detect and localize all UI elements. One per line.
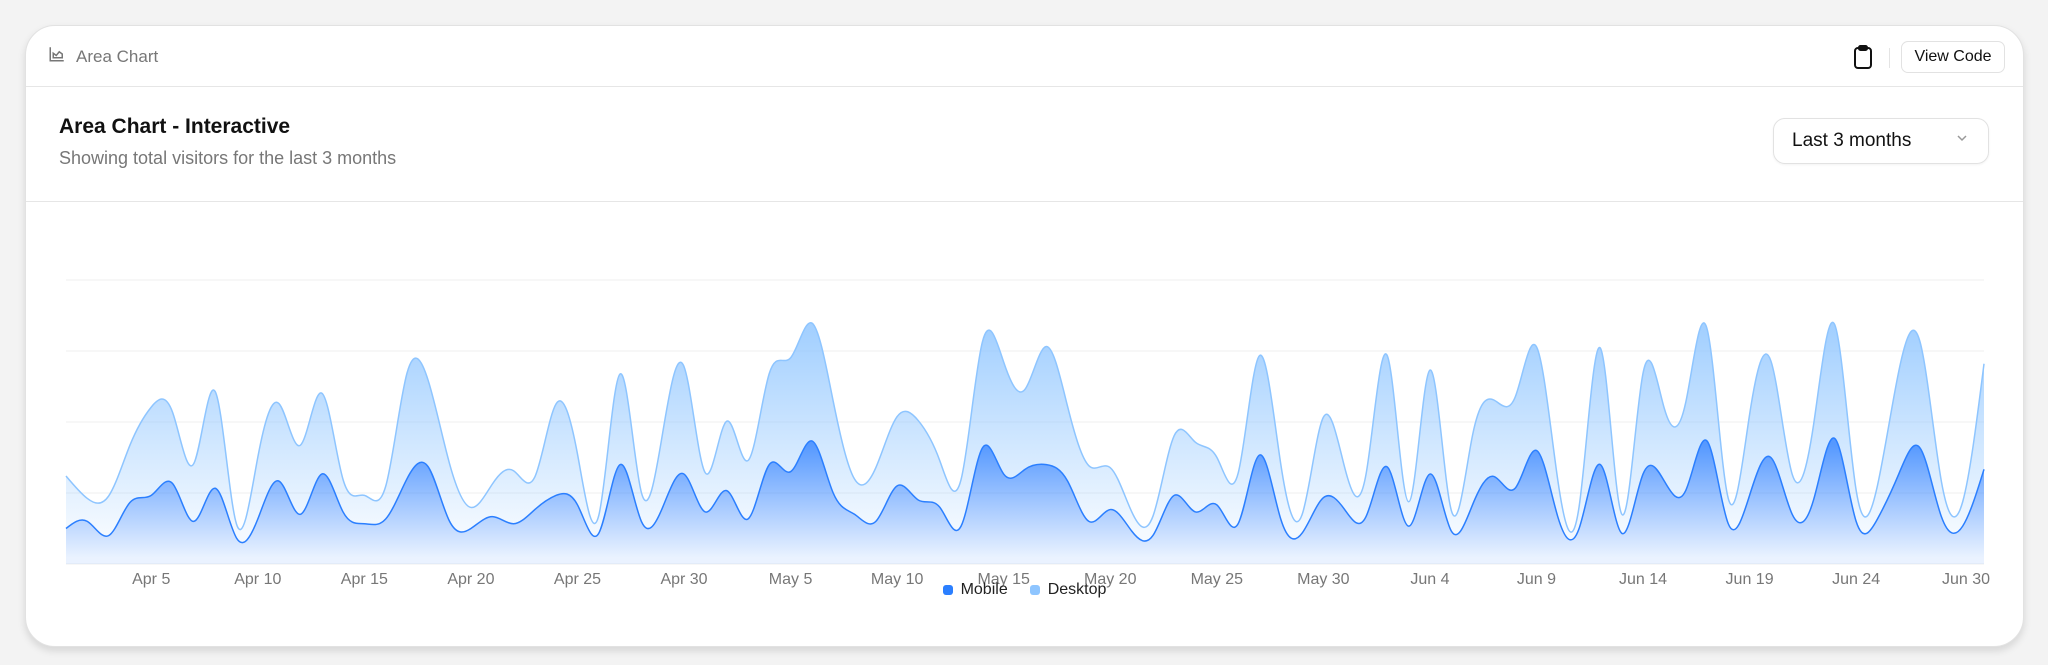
card-description: Showing total visitors for the last 3 mo… bbox=[59, 148, 397, 168]
desktop-line bbox=[65, 321, 1985, 533]
x-tick-label: May 30 bbox=[1297, 571, 1350, 588]
x-tick-label: Jun 14 bbox=[1619, 571, 1667, 588]
chevron-down-icon bbox=[1954, 130, 1970, 152]
x-tick-label: Apr 10 bbox=[234, 571, 281, 588]
legend-label-desktop: Desktop bbox=[1047, 581, 1107, 598]
x-tick-label: May 15 bbox=[977, 571, 1030, 588]
x-tick-label: Apr 25 bbox=[554, 571, 601, 588]
x-tick-label: Jun 24 bbox=[1832, 571, 1880, 588]
toolbar-title: Area Chart bbox=[76, 46, 159, 66]
toolbar-divider bbox=[1889, 48, 1890, 68]
x-tick-label: Apr 15 bbox=[341, 571, 388, 588]
view-code-button[interactable]: View Code bbox=[1901, 41, 2005, 73]
x-tick-label: May 25 bbox=[1191, 571, 1244, 588]
legend-item-mobile: Mobile bbox=[942, 581, 1008, 599]
card-toolbar: Area Chart View Code bbox=[26, 26, 2023, 87]
time-range-select[interactable]: Last 3 months bbox=[1773, 118, 1989, 164]
x-tick-label: May 5 bbox=[769, 571, 813, 588]
desktop-area bbox=[66, 322, 1984, 543]
mobile-area bbox=[66, 438, 1984, 564]
mobile-line bbox=[65, 437, 1985, 544]
x-tick-label: Apr 30 bbox=[660, 571, 707, 588]
page-title: Area Chart - Interactive bbox=[59, 115, 291, 138]
x-tick-label: Jun 19 bbox=[1726, 571, 1774, 588]
legend-swatch-mobile bbox=[942, 585, 953, 595]
legend-item-desktop: Desktop bbox=[1029, 581, 1107, 599]
legend-label-mobile: Mobile bbox=[960, 581, 1008, 598]
card-toolbar-title: Area Chart bbox=[48, 45, 158, 68]
x-tick-label: Jun 9 bbox=[1517, 571, 1556, 588]
x-tick-label: Jun 30 bbox=[1942, 571, 1990, 588]
area-chart-icon bbox=[48, 45, 66, 68]
x-tick-label: Jun 4 bbox=[1410, 571, 1449, 588]
legend-swatch-desktop bbox=[1029, 585, 1040, 595]
chart-legend: Mobile Desktop bbox=[26, 581, 2023, 599]
x-tick-label: Apr 20 bbox=[447, 571, 494, 588]
chart-card: Area Chart View Code Area Chart - Intera… bbox=[25, 25, 2024, 647]
x-tick-label: May 10 bbox=[871, 571, 924, 588]
time-range-value: Last 3 months bbox=[1792, 130, 1912, 151]
x-tick-label: Apr 5 bbox=[132, 571, 170, 588]
card-header: Area Chart - Interactive Showing total v… bbox=[26, 87, 2023, 202]
copy-clipboard-icon[interactable] bbox=[1852, 44, 1874, 70]
area-chart[interactable]: Apr 5 Apr 10 Apr 15 Apr 20 Apr 25 Apr 30 May 5… bbox=[26, 26, 2023, 646]
x-tick-label: May 20 bbox=[1084, 571, 1137, 588]
